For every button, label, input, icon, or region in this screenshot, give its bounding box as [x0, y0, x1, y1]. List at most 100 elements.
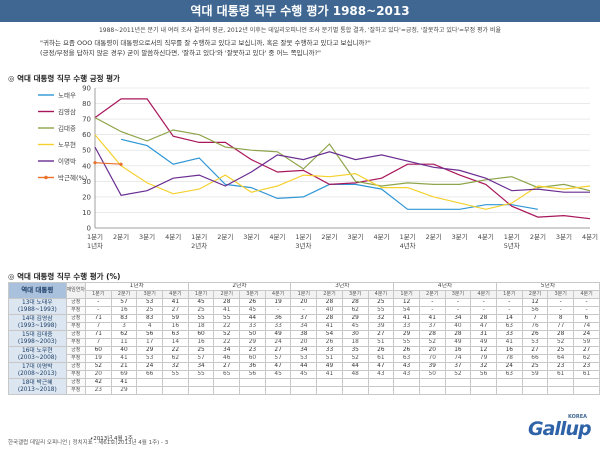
negative-value: 63 — [495, 322, 523, 331]
negative-value: 11 — [110, 338, 138, 347]
negative-value: 52 — [341, 354, 369, 363]
negative-value: 40 — [316, 306, 343, 315]
legend-label: 노태우 — [58, 92, 76, 100]
negative-value: 26 — [316, 338, 343, 347]
positive-value: 23 — [573, 362, 600, 371]
positive-value: 27 — [573, 346, 600, 355]
negative-value: 20 — [84, 370, 112, 379]
positive-value: 16 — [495, 346, 523, 355]
positive-value: 44 — [290, 362, 318, 371]
x-group-label: 1년차 — [87, 241, 103, 250]
negative-value: 63 — [495, 370, 523, 379]
quarter-header: 1분기 — [84, 290, 112, 299]
negative-value: 24 — [264, 338, 292, 347]
negative-value: 45 — [290, 370, 318, 379]
x-tick-label: 1분기 — [87, 232, 103, 241]
quarter-header: 4분기 — [367, 290, 395, 299]
section-table-title: ◎ 역대 대통령 직무 수행 평가 (%) — [8, 272, 121, 281]
negative-value: 46 — [213, 354, 241, 363]
positive-value: 47 — [264, 362, 292, 371]
positive-value — [444, 378, 472, 387]
positive-value: 26 — [367, 346, 395, 355]
positive-value: 60 — [84, 346, 112, 355]
quarter-header: 1분기 — [187, 290, 215, 299]
negative-value: - — [290, 306, 318, 315]
negative-value: 63 — [393, 354, 420, 363]
negative-value — [187, 386, 215, 395]
series-line-0 — [120, 138, 539, 210]
positive-value — [136, 378, 164, 387]
positive-value: 19 — [264, 298, 292, 307]
row-type-negative: 부정 — [65, 386, 86, 395]
positive-value — [264, 378, 292, 387]
data-point — [119, 162, 123, 166]
quarter-header: 2분기 — [521, 290, 549, 299]
negative-value: 25 — [187, 306, 215, 315]
year-header: 2년차 — [187, 282, 292, 291]
president-label: 14대 김영삼 (1993~1998) — [8, 314, 67, 331]
positive-value: 25 — [547, 346, 575, 355]
negative-value — [290, 386, 318, 395]
x-tick-label: 4분기 — [374, 232, 390, 241]
positive-value: 31 — [470, 330, 497, 339]
negative-value: 61 — [367, 354, 395, 363]
positive-value: 34 — [444, 314, 472, 323]
question-line-2: (긍정/부정을 답하지 않은 경우) 굳이 말씀하신다면, '잘하고 있다'와 … — [40, 49, 321, 57]
quarter-header: 4분기 — [470, 290, 497, 299]
positive-value: 28 — [316, 314, 343, 323]
positive-value: 54 — [316, 330, 343, 339]
row-type-positive: 긍정 — [65, 298, 86, 307]
positive-value: 25 — [367, 298, 395, 307]
series-line-3 — [94, 134, 591, 210]
legend-marker — [44, 175, 48, 180]
negative-value: 45 — [341, 322, 369, 331]
quarter-header: 1분기 — [290, 290, 318, 299]
y-tick-label: 70 — [82, 116, 91, 124]
positive-value: 30 — [341, 330, 369, 339]
positive-value: 12 — [393, 298, 420, 307]
section-chart-title: ◎ 역대 대통령 직무 수행 긍정 평가 — [8, 74, 120, 83]
negative-value: 69 — [110, 370, 138, 379]
positive-value: 26 — [521, 330, 549, 339]
negative-value: 52 — [444, 370, 472, 379]
positive-value: 71 — [84, 314, 112, 323]
row-type-positive: 긍정 — [65, 346, 86, 355]
positive-value: 44 — [239, 314, 266, 323]
quarter-header: 4분기 — [264, 290, 292, 299]
positive-value: 63 — [162, 330, 189, 339]
negative-value — [495, 386, 523, 395]
negative-value: 29 — [110, 386, 138, 395]
positive-value — [316, 378, 343, 387]
positive-value: 16 — [444, 346, 472, 355]
positive-value: 42 — [84, 378, 112, 387]
legend-label: 이명박 — [58, 157, 76, 166]
positive-value: 22 — [162, 346, 189, 355]
positive-value — [547, 378, 575, 387]
y-tick-label: 40 — [82, 162, 91, 170]
negative-value: - — [495, 306, 523, 315]
positive-value: 32 — [367, 314, 395, 323]
positive-value — [470, 378, 497, 387]
positive-value: 23 — [239, 346, 266, 355]
negative-value: 18 — [187, 322, 215, 331]
negative-value — [547, 386, 575, 395]
x-group-label: 3년차 — [295, 241, 311, 250]
positive-value: 60 — [187, 330, 215, 339]
negative-value: - — [264, 306, 292, 315]
row-type-negative: 부정 — [65, 322, 86, 331]
positive-value: 27 — [213, 362, 241, 371]
negative-value — [316, 386, 343, 395]
positive-value: - — [573, 298, 600, 307]
negative-value: 25 — [136, 306, 164, 315]
negative-value: 66 — [521, 354, 549, 363]
positive-value: 26 — [393, 346, 420, 355]
negative-value: 52 — [418, 338, 446, 347]
year-header: 1년차 — [84, 282, 189, 291]
negative-value: - — [444, 306, 472, 315]
x-tick-label: 1분기 — [191, 232, 207, 241]
negative-value: 51 — [367, 338, 395, 347]
negative-value: 20 — [290, 338, 318, 347]
negative-value — [264, 386, 292, 395]
positive-value: 37 — [290, 314, 318, 323]
